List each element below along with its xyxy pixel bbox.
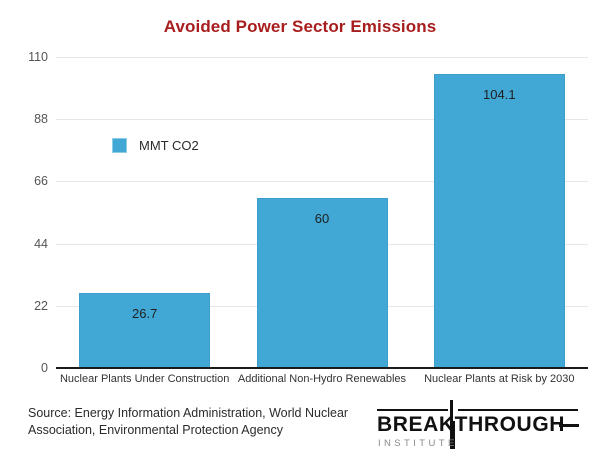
logo-rule-right-icon — [458, 409, 578, 411]
breakthrough-institute-logo: BREAKTHROUGH INSTITUTE — [377, 400, 582, 452]
y-axis-tick-label: 22 — [34, 298, 48, 313]
y-axis-tick-label: 110 — [28, 50, 48, 64]
logo-rule-left-icon — [377, 409, 448, 411]
y-axis: 0 22 44 66 88 110 — [0, 50, 48, 375]
legend-swatch-mmt-co2 — [112, 138, 127, 153]
source-note: Source: Energy Information Administratio… — [28, 405, 358, 439]
logo-dash-icon — [559, 424, 579, 427]
y-axis-tick-label: 66 — [34, 174, 48, 189]
x-axis-category-labels: Nuclear Plants Under Construction Additio… — [56, 373, 588, 391]
logo-subtext: INSTITUTE — [378, 438, 458, 449]
legend: MMT CO2 — [112, 138, 199, 153]
gridline — [56, 119, 588, 121]
x-axis-category-label: Nuclear Plants Under Construction — [59, 373, 230, 385]
legend-label-mmt-co2: MMT CO2 — [139, 138, 199, 153]
bar[interactable]: 60 — [256, 198, 388, 368]
bar-value-label: 104.1 — [483, 86, 516, 102]
x-axis-category-label: Nuclear Plants at Risk by 2030 — [424, 373, 575, 385]
source-note-line-2: Nuclear Association, Environmental Prote… — [28, 406, 349, 437]
chart-footer: Source: Energy Information Administratio… — [0, 398, 600, 463]
x-axis-category-label: Additional Non-Hydro Renewables — [237, 373, 407, 385]
y-axis-tick-label: 88 — [34, 112, 48, 127]
logo-wordmark: BREAKTHROUGH — [377, 413, 566, 436]
bar-value-label: 60 — [314, 211, 330, 227]
source-note-line-1: Source: Energy Information Administratio… — [28, 406, 302, 420]
gridline — [56, 181, 588, 183]
x-axis-baseline — [56, 367, 588, 369]
bar-value-label: 26.7 — [132, 305, 158, 321]
plot-area: 26.7 60 104.1 — [56, 57, 588, 368]
bar[interactable]: 26.7 — [79, 292, 211, 368]
bar[interactable]: 104.1 — [433, 73, 565, 368]
y-axis-tick-label: 0 — [41, 361, 48, 375]
gridline — [56, 57, 588, 58]
logo-vertical-stroke-top-icon — [450, 400, 453, 422]
chart-title: Avoided Power Sector Emissions — [163, 17, 437, 36]
y-axis-tick-label: 44 — [34, 236, 48, 251]
logo-vertical-stroke-bottom-icon — [450, 421, 455, 449]
